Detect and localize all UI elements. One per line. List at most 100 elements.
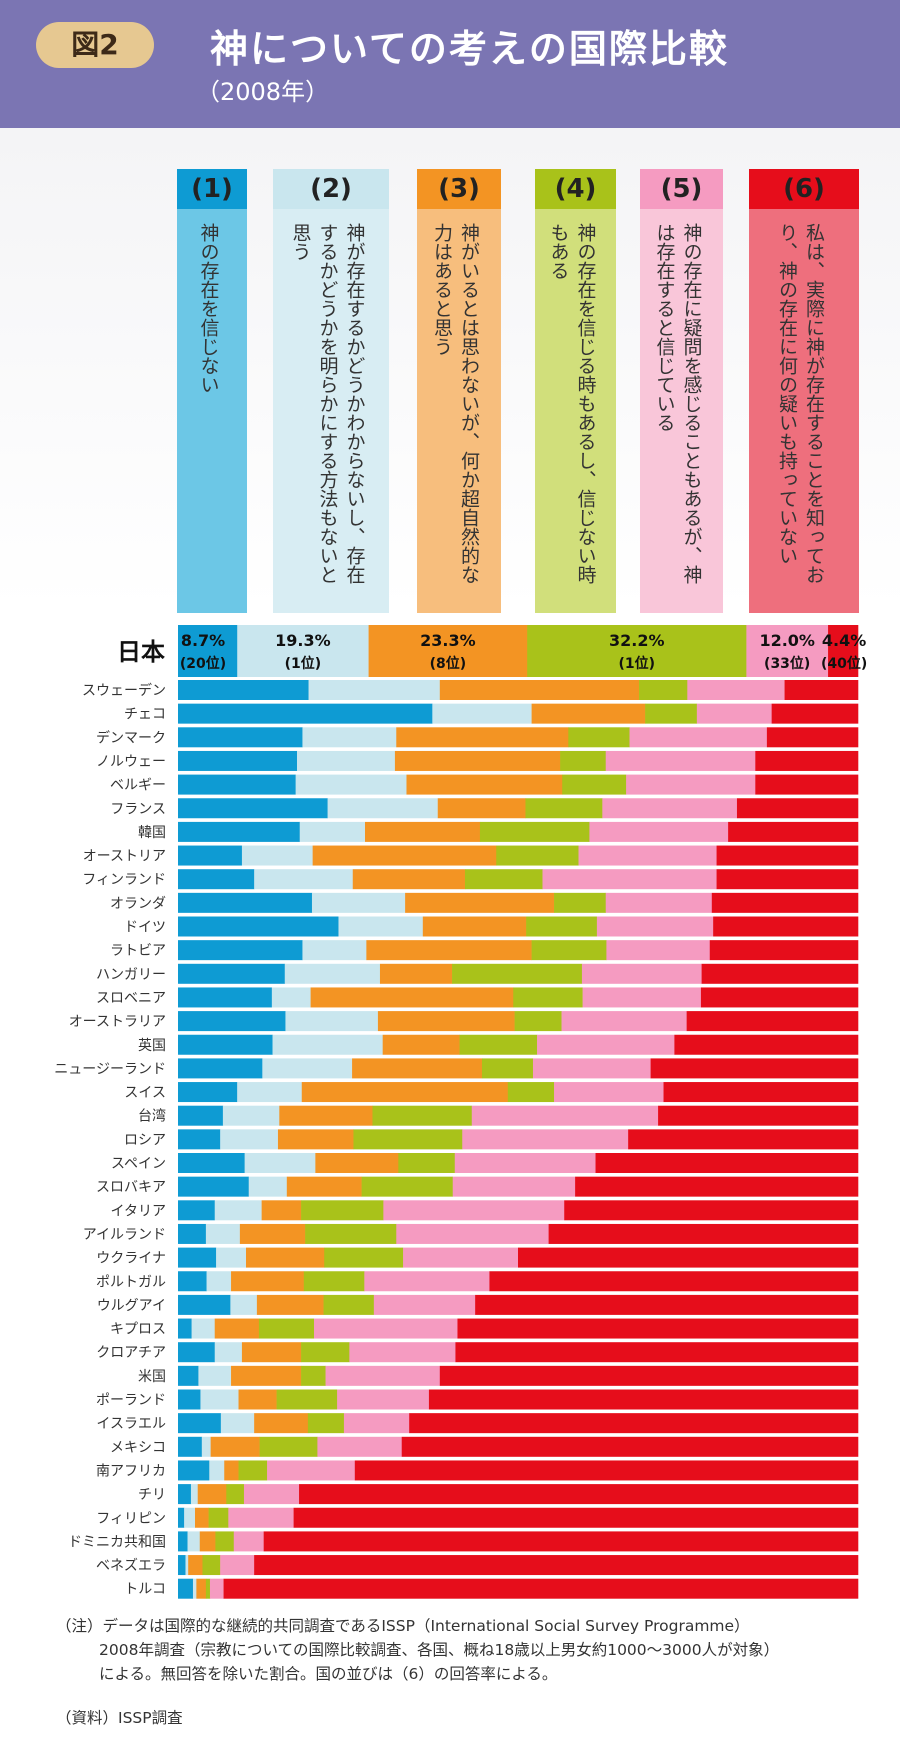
country-bar-15-seg-3 [377,1011,515,1032]
country-bar-31-seg-1 [178,1389,201,1410]
country-bar-34-seg-4 [238,1460,268,1481]
country-bar-29-seg-6 [455,1342,859,1363]
country-bar-35-seg-6 [299,1484,859,1505]
country-bar-24-seg-3 [239,1223,306,1244]
country-label-8: オーストリア [83,849,166,865]
country-bar-4-seg-2 [297,750,396,771]
country-bar-7-seg-6 [728,821,859,842]
legend-box-4: (4) 神の存在を信じる時もあるし、信じない時もある [535,169,616,613]
country-bar-12-seg-4 [531,940,607,961]
country-bar-2-seg-1 [178,703,433,724]
country-bar-11-seg-5 [596,916,714,937]
legend-box-2: (2) 神が存在するかどうかわからないし、存在するかどうかを明らかにする方法もな… [273,169,389,613]
japan-bar-seg-5 [746,625,829,677]
country-bar-30-seg-1 [178,1365,199,1386]
country-label-18: スイス [124,1085,166,1101]
country-bar-26-seg-5 [364,1271,490,1292]
country-bar-23-seg-5 [383,1200,565,1221]
country-bar-38-seg-3 [188,1555,203,1576]
country-bar-31-seg-5 [337,1389,430,1410]
japan-rank-label-1: (20位) [180,655,226,672]
country-bar-31-seg-3 [238,1389,277,1410]
country-label-24: アイルランド [83,1227,166,1243]
country-bar-20-seg-6 [628,1129,859,1150]
country-label-5: ベルギー [110,778,166,794]
country-bar-34-seg-3 [224,1460,239,1481]
country-bar-17-seg-4 [481,1058,534,1079]
country-bar-32-seg-3 [254,1413,309,1434]
country-bar-23-seg-6 [564,1200,859,1221]
country-bar-30-seg-2 [198,1365,232,1386]
country-bar-29-seg-5 [349,1342,456,1363]
country-label-21: スペイン [111,1156,166,1172]
country-bar-9-seg-2 [254,869,354,890]
country-label-35: チリ [138,1487,166,1503]
country-bar-35-seg-1 [178,1484,192,1505]
country-bar-32-seg-4 [307,1413,345,1434]
country-bar-16-seg-3 [382,1034,460,1055]
country-bar-27-seg-3 [256,1294,324,1315]
country-bar-12-seg-3 [366,940,532,961]
country-bar-5-seg-6 [755,774,859,795]
country-bar-2-seg-4 [645,703,698,724]
country-label-10: オランダ [110,896,166,912]
country-bar-17-seg-5 [532,1058,651,1079]
country-bar-8-seg-2 [241,845,313,866]
country-bar-4-seg-3 [394,750,561,771]
country-bar-24-seg-5 [396,1223,549,1244]
country-label-33: メキシコ [110,1440,166,1456]
country-bar-25-seg-2 [216,1247,247,1268]
country-bar-3-seg-3 [396,727,569,748]
country-bar-15-seg-6 [686,1011,859,1032]
note-line-1: （注）データは国際的な継続的共同調査であるISSP（International … [56,1617,750,1635]
country-bar-17-seg-1 [178,1058,263,1079]
country-bar-35-seg-2 [190,1484,199,1505]
country-bar-1-seg-3 [439,680,640,700]
country-bar-34-seg-5 [267,1460,356,1481]
country-label-23: イタリア [111,1203,166,1219]
country-bar-21-seg-1 [178,1153,245,1173]
legend-num-3: (3) [417,169,501,209]
country-bar-32-seg-6 [409,1413,859,1434]
legend-num-2: (2) [273,169,389,209]
country-bar-14-seg-2 [271,987,311,1008]
country-label-4: ノルウェー [96,754,166,770]
country-bar-29-seg-2 [214,1342,243,1363]
country-bar-7-seg-4 [479,821,590,842]
legend-num-4: (4) [535,169,616,209]
country-bar-12-seg-5 [606,940,711,961]
country-bar-24-seg-1 [178,1223,207,1244]
country-bar-14-seg-3 [310,987,514,1008]
country-bar-6-seg-6 [736,798,859,819]
country-bar-33-seg-2 [201,1436,211,1457]
country-bar-39-seg-2 [192,1578,197,1599]
country-bar-29-seg-3 [241,1342,302,1363]
country-bar-13-seg-3 [379,963,453,984]
country-label-13: ハンガリー [96,967,166,983]
legend-num-1: (1) [177,169,247,209]
country-bar-6-seg-5 [602,798,738,819]
country-label-28: キプロス [110,1322,166,1338]
legend-text-2: 神が存在するかどうかわからないし、存在するかどうかを明らかにする方法もないと思う [289,223,366,584]
country-bar-24-seg-4 [305,1223,397,1244]
country-bar-20-seg-2 [220,1129,279,1150]
country-bar-20-seg-1 [178,1129,221,1150]
country-bar-22-seg-4 [361,1176,454,1197]
legend-text-3: 神がいるとは思わないが、何か超自然的な力はあると思う [431,223,480,584]
country-bar-5-seg-2 [295,774,407,795]
legend-box-5: (5) 神の存在に疑問を感じることもあるが、神は存在すると信じている [640,169,723,613]
japan-rank-label-4: (1位) [619,655,656,672]
country-bar-18-seg-1 [178,1082,238,1103]
country-bar-32-seg-1 [178,1413,222,1434]
country-label-31: ポーランド [96,1393,166,1409]
country-bar-26-seg-3 [231,1271,305,1292]
country-label-2: チェコ [124,707,166,723]
japan-rank-label-2: (1位) [285,655,322,672]
country-bar-28-seg-6 [457,1318,859,1339]
country-bar-17-seg-6 [650,1058,859,1079]
country-label-25: ウクライナ [96,1251,166,1267]
country-bar-7-seg-1 [178,821,301,842]
country-label-36: フィリピン [96,1511,166,1527]
country-bar-1-seg-6 [784,680,859,700]
country-bar-12-seg-2 [302,940,367,961]
